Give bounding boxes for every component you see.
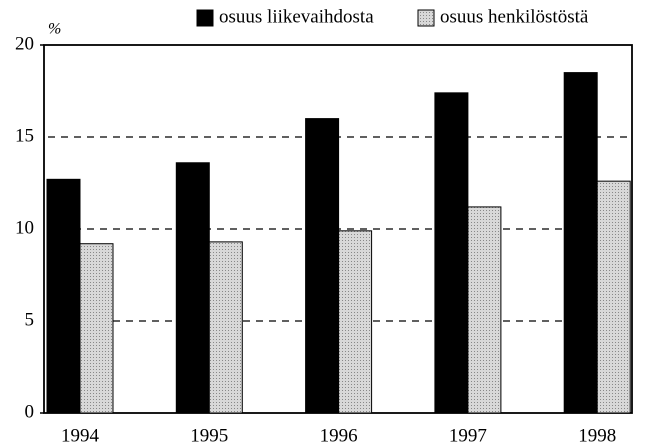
- bar: [305, 118, 340, 414]
- bar: [79, 243, 114, 414]
- bar: [208, 241, 243, 414]
- legend-swatch: [417, 9, 435, 27]
- y-axis-label: %: [48, 21, 61, 38]
- bar: [596, 180, 631, 414]
- x-tick-label: 1994: [61, 425, 100, 446]
- x-tick-label: 1996: [320, 425, 358, 446]
- bar: [338, 230, 373, 414]
- x-tick-label: 1997: [449, 425, 487, 446]
- legend-swatch: [196, 9, 214, 27]
- y-tick-label: 0: [25, 401, 35, 422]
- y-tick-label: 5: [25, 309, 35, 330]
- legend-label: osuus henkilöstöstä: [440, 6, 589, 27]
- bar: [467, 206, 502, 414]
- x-tick-label: 1995: [190, 425, 228, 446]
- y-tick-label: 20: [15, 33, 34, 54]
- y-tick-label: 10: [15, 217, 34, 238]
- bar: [46, 178, 81, 414]
- bar: [175, 162, 210, 414]
- legend-label: osuus liikevaihdosta: [219, 6, 374, 27]
- bar: [563, 72, 598, 414]
- y-tick-label: 15: [15, 125, 34, 146]
- bar: [434, 92, 469, 414]
- x-tick-label: 1998: [578, 425, 616, 446]
